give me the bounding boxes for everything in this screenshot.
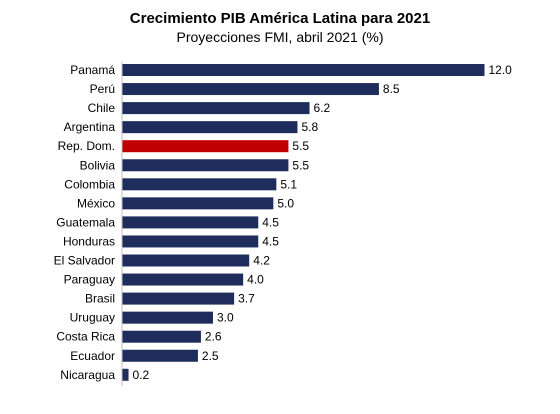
bar-brasil	[122, 292, 235, 305]
chart-subtitle: Proyecciones FMI, abril 2021 (%)	[176, 29, 384, 45]
value-label: 4.2	[253, 254, 270, 268]
bar-honduras	[122, 235, 259, 248]
value-label: 5.5	[292, 158, 309, 172]
bar-ecuador	[122, 349, 198, 362]
bar-costa-rica	[122, 330, 201, 343]
value-label: 6.2	[314, 101, 331, 115]
category-label: Ecuador	[70, 349, 115, 363]
bar-panamá	[122, 64, 485, 76]
value-label: 12.0	[489, 63, 513, 77]
category-label: Brasil	[85, 292, 115, 306]
bar-nicaragua	[122, 368, 129, 381]
category-label: Rep. Dom.	[58, 139, 115, 153]
bar-rep-dom-	[122, 140, 289, 153]
chart-title: Crecimiento PIB América Latina para 2021	[129, 10, 431, 27]
category-label: El Salvador	[54, 254, 115, 268]
category-label: Bolivia	[80, 158, 116, 172]
category-label: Costa Rica	[56, 330, 115, 344]
value-label: 3.7	[238, 292, 255, 306]
bar-paraguay	[122, 273, 244, 286]
value-label: 2.6	[205, 330, 222, 344]
bar-bolivia	[122, 159, 289, 172]
value-label: 5.8	[301, 120, 318, 134]
value-label: 8.5	[383, 82, 400, 96]
bar-argentina	[122, 121, 298, 134]
value-label: 5.0	[277, 196, 294, 210]
category-label: Paraguay	[64, 273, 115, 287]
category-label: Argentina	[64, 120, 116, 134]
value-label: 4.5	[262, 234, 279, 248]
value-label: 4.5	[262, 215, 279, 229]
category-label: Nicaragua	[60, 368, 115, 382]
value-label: 3.0	[217, 311, 234, 325]
category-label: Chile	[88, 101, 116, 115]
category-label: Honduras	[63, 234, 115, 248]
category-label: Panamá	[70, 63, 115, 77]
bar-uruguay	[122, 311, 213, 324]
bar-perú	[122, 83, 379, 96]
category-label: Colombia	[64, 177, 115, 191]
bars-group: Panamá 12.0 Perú 8.5 Chile 6.2 Argentina 5.8 Rep…	[54, 63, 513, 382]
category-label: Uruguay	[70, 311, 115, 325]
bar-colombia	[122, 178, 277, 191]
category-label: Guatemala	[56, 215, 115, 229]
value-label: 0.2	[133, 368, 150, 382]
bar-méxico	[122, 197, 274, 210]
value-label: 5.1	[280, 177, 297, 191]
bar-el-salvador	[122, 254, 250, 267]
value-label: 5.5	[292, 139, 309, 153]
bar-chile	[122, 102, 310, 115]
value-label: 4.0	[247, 273, 264, 287]
bar-guatemala	[122, 216, 259, 229]
value-label: 2.5	[202, 349, 219, 363]
category-label: Perú	[90, 82, 115, 96]
category-label: México	[77, 196, 115, 210]
